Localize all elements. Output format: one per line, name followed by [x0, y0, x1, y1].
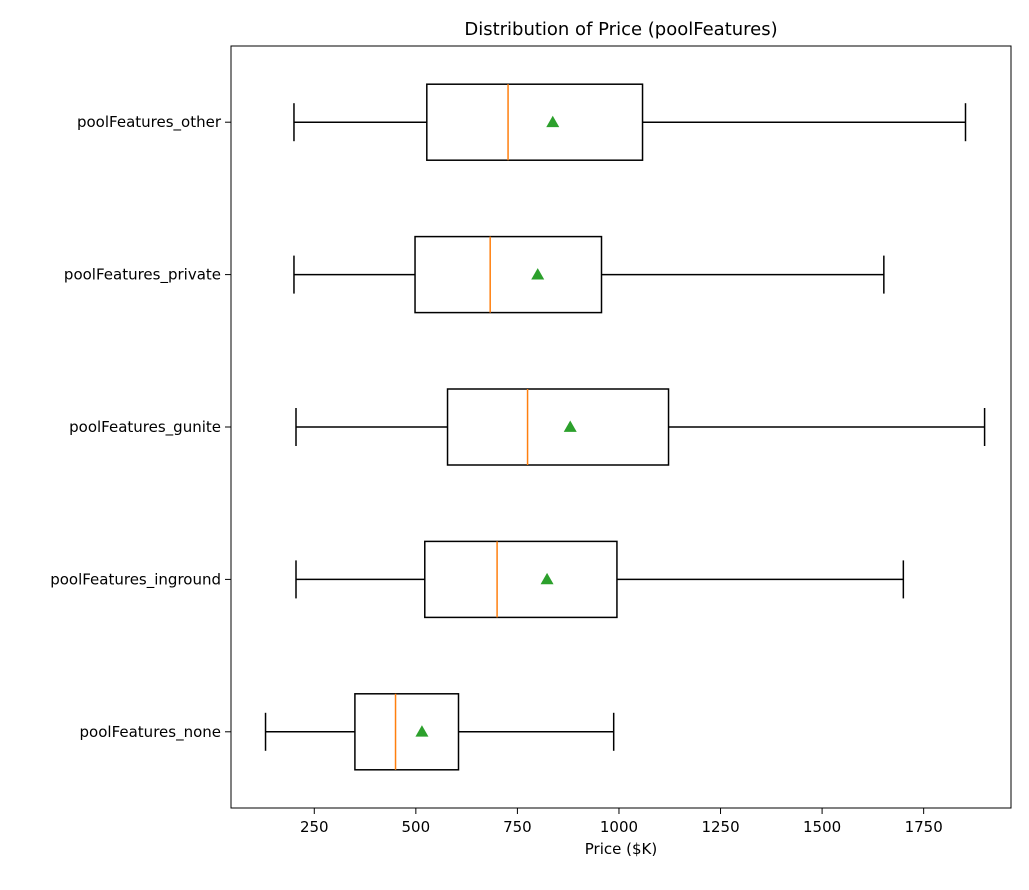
iqr-box	[426, 83, 644, 161]
boxes-group	[264, 83, 986, 771]
x-tick-label: 750	[503, 818, 532, 836]
box-poolFeatures_other	[293, 83, 967, 161]
y-tick-label: poolFeatures_inground	[50, 570, 221, 589]
iqr-box	[414, 235, 603, 314]
x-tick-label: 1000	[600, 818, 638, 836]
y-tick-label: poolFeatures_private	[64, 266, 221, 285]
mean-marker	[563, 420, 577, 432]
x-tick-label: 1750	[905, 818, 943, 836]
iqr-box	[354, 693, 460, 771]
y-tick-label: poolFeatures_other	[77, 113, 222, 132]
x-tick-label: 1250	[701, 818, 739, 836]
iqr-box	[446, 388, 670, 466]
mean-marker	[546, 115, 560, 128]
box-poolFeatures_inground	[295, 540, 905, 619]
chart-title: Distribution of Price (poolFeatures)	[464, 19, 777, 40]
box-poolFeatures_gunite	[295, 388, 986, 466]
x-tick-label: 500	[402, 818, 431, 836]
mean-marker	[415, 725, 429, 737]
mean-marker	[540, 572, 554, 585]
box-poolFeatures_none	[264, 693, 615, 771]
x-tick-label: 250	[300, 818, 329, 836]
x-axis-label: Price ($K)	[585, 840, 657, 858]
iqr-box	[424, 540, 618, 619]
x-tick-label: 1500	[803, 818, 841, 836]
y-axis-ticks: poolFeatures_other poolFeatures_privatepo…	[50, 113, 231, 742]
x-axis-ticks: 250 500 750 1000 1250 1500 1750	[300, 808, 943, 836]
y-tick-label: poolFeatures_none	[80, 723, 221, 742]
box-poolFeatures_private	[293, 235, 885, 314]
mean-marker	[531, 268, 545, 280]
y-tick-label: poolFeatures_gunite	[69, 418, 221, 437]
